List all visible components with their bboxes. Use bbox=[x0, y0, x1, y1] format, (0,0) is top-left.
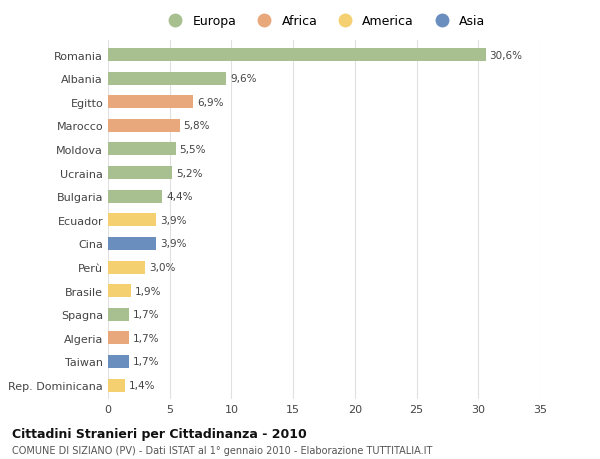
Text: 9,6%: 9,6% bbox=[230, 74, 257, 84]
Text: 3,9%: 3,9% bbox=[160, 239, 187, 249]
Text: 1,9%: 1,9% bbox=[135, 286, 161, 296]
Text: Cittadini Stranieri per Cittadinanza - 2010: Cittadini Stranieri per Cittadinanza - 2… bbox=[12, 427, 307, 440]
Bar bbox=[108, 308, 129, 321]
Text: 5,5%: 5,5% bbox=[179, 145, 206, 155]
Text: 6,9%: 6,9% bbox=[197, 98, 223, 107]
Text: 1,4%: 1,4% bbox=[129, 380, 155, 390]
Text: 5,8%: 5,8% bbox=[183, 121, 210, 131]
Text: 3,0%: 3,0% bbox=[149, 263, 175, 273]
Text: 30,6%: 30,6% bbox=[490, 50, 523, 61]
Text: 1,7%: 1,7% bbox=[133, 357, 159, 367]
Bar bbox=[108, 214, 156, 227]
Bar bbox=[108, 355, 129, 368]
Bar bbox=[108, 143, 176, 156]
Text: 4,4%: 4,4% bbox=[166, 192, 193, 202]
Legend: Europa, Africa, America, Asia: Europa, Africa, America, Asia bbox=[163, 15, 485, 28]
Bar bbox=[108, 331, 129, 345]
Text: 3,9%: 3,9% bbox=[160, 215, 187, 225]
Bar bbox=[108, 73, 226, 85]
Bar bbox=[108, 237, 156, 250]
Text: COMUNE DI SIZIANO (PV) - Dati ISTAT al 1° gennaio 2010 - Elaborazione TUTTITALIA: COMUNE DI SIZIANO (PV) - Dati ISTAT al 1… bbox=[12, 445, 433, 455]
Text: 1,7%: 1,7% bbox=[133, 309, 159, 319]
Bar bbox=[108, 49, 485, 62]
Bar bbox=[108, 285, 131, 297]
Text: 5,2%: 5,2% bbox=[176, 168, 202, 178]
Bar bbox=[108, 379, 125, 392]
Bar bbox=[108, 167, 172, 179]
Bar bbox=[108, 96, 193, 109]
Bar bbox=[108, 190, 163, 203]
Bar bbox=[108, 261, 145, 274]
Bar bbox=[108, 120, 179, 133]
Text: 1,7%: 1,7% bbox=[133, 333, 159, 343]
